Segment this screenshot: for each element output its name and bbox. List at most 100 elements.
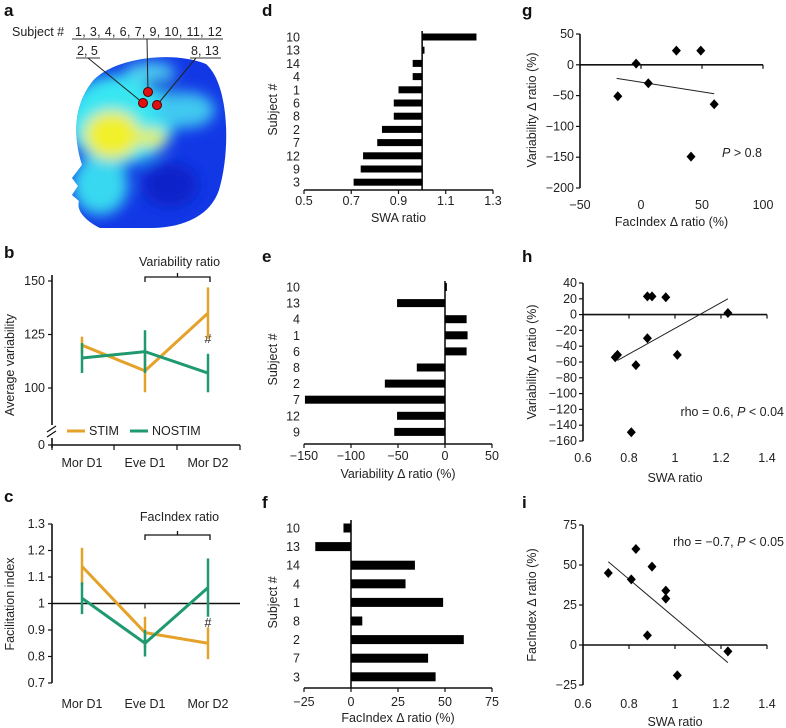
leader-line-center	[146, 38, 149, 93]
panel-d-bar-chart: d 0.5 0.7 0.9 1.1 1.3 Subject # 101314416827129…	[262, 1, 502, 225]
scalp-heatmap	[72, 57, 227, 228]
y-tick-label: 4	[293, 70, 300, 84]
panel-g-scatter: g −200 −150 −100 −50 0 50 −50 0 50 100 FacIndex Δ r…	[522, 1, 773, 229]
electrode-right	[152, 100, 162, 110]
panel-h-scatter: h −160 −140 −120−100 −80 −60 −40 −200 20 40 0.6 0.8…	[522, 247, 784, 485]
x-tick-label: Mor D1	[62, 697, 103, 711]
series-line	[81, 586, 209, 646]
subject-group-right: 8, 13	[191, 44, 219, 58]
bar-subject-8	[393, 112, 423, 120]
panel-label-c: c	[4, 487, 13, 506]
y-tick-label: 25	[563, 598, 577, 612]
y-tick-label: 1	[293, 596, 300, 610]
y-tick-label: 8	[293, 110, 300, 124]
y-tick-label: −160	[549, 434, 577, 448]
y-tick-label: 6	[293, 97, 300, 111]
bar-subject-1	[351, 597, 444, 607]
axis-break-icon	[46, 425, 57, 438]
x-tick-label: 100	[753, 198, 774, 212]
bar-subject-10	[445, 283, 447, 291]
y-tick-label: 1	[293, 83, 300, 97]
leader-line-right	[156, 57, 197, 106]
y-tick-label: 14	[286, 57, 300, 71]
y-tick-label: 7	[293, 136, 300, 150]
y-tick-label: 9	[293, 425, 300, 439]
x-tick-label: Eve D1	[125, 697, 166, 711]
y-tick-label: −80	[556, 371, 577, 385]
y-tick-label: 6	[293, 345, 300, 359]
x-tick-label: 1.2	[712, 451, 729, 465]
y-tick-label: 75	[563, 518, 577, 532]
data-point	[723, 308, 733, 319]
x-tick-label: 0.7	[343, 194, 360, 208]
y-tick-label: 2	[293, 633, 300, 647]
x-tick-label: 0	[348, 695, 355, 709]
bar-subject-7	[351, 653, 429, 663]
x-axis-label: SWA ratio	[371, 211, 426, 225]
y-tick-label: 0.7	[28, 676, 45, 690]
significance-marker: #	[205, 332, 212, 346]
y-tick-label: 2	[293, 123, 300, 137]
y-tick-label: 3	[293, 176, 300, 190]
panel-b-line-chart: b Average variability 0 100 125 150 Mor D1 Eve …	[3, 243, 241, 470]
y-tick-label: −25	[556, 678, 577, 692]
regression-line	[617, 298, 729, 361]
y-tick-label: −100	[549, 387, 577, 401]
bar-subject-13	[315, 542, 351, 552]
y-tick-label: 13	[286, 44, 300, 58]
x-tick-label: −25	[293, 695, 314, 709]
data-point	[686, 151, 696, 162]
bar-subject-7	[304, 395, 445, 404]
x-tick-label: Mor D2	[188, 456, 229, 470]
data-point	[661, 593, 671, 604]
y-axis-label: Subject #	[266, 333, 280, 385]
bar-subject-2	[351, 635, 464, 645]
panel-label-a: a	[4, 1, 14, 20]
data-point	[626, 574, 636, 585]
x-tick-label: 1.2	[712, 697, 729, 711]
y-tick-label: 1.2	[28, 544, 45, 558]
series-line	[81, 350, 209, 375]
x-axis-label: SWA ratio	[647, 471, 702, 485]
series-nostim	[80, 558, 210, 657]
data-point	[671, 45, 681, 56]
panel-label-b: b	[4, 243, 14, 262]
panel-label-i: i	[522, 493, 527, 512]
x-axis-label: Variability Δ ratio (%)	[340, 467, 455, 481]
bar-subject-9	[394, 427, 445, 436]
x-tick-label: −100	[337, 449, 365, 463]
data-point	[642, 630, 652, 641]
y-tick-label: 10	[286, 522, 300, 536]
bar-subject-7	[377, 139, 423, 147]
bar-subject-4	[351, 579, 406, 589]
y-tick-label: 50	[563, 558, 577, 572]
data-point	[631, 58, 641, 69]
y-tick-label: 7	[293, 652, 300, 666]
x-tick-label: 1.1	[437, 194, 454, 208]
y-tick-label: 50	[560, 27, 574, 41]
data-point	[631, 360, 641, 371]
x-tick-label: Mor D2	[188, 697, 229, 711]
y-tick-label: 12	[286, 409, 300, 423]
y-tick-label: 40	[563, 276, 577, 290]
x-tick-label: 0.5	[295, 194, 312, 208]
y-tick-label: 1.1	[28, 570, 45, 584]
y-tick-label: 0	[567, 58, 574, 72]
bar-subject-8	[416, 363, 445, 372]
y-tick-label: 1	[293, 329, 300, 343]
y-tick-label: 12	[286, 149, 300, 163]
y-tick-label: 8	[293, 615, 300, 629]
y-tick-label: 100	[24, 381, 45, 395]
y-tick-label: −50	[553, 89, 574, 103]
y-tick-label: 4	[293, 577, 300, 591]
y-axis-label: Average variability	[3, 313, 17, 416]
x-tick-label: 25	[391, 695, 405, 709]
bar-subject-9	[360, 165, 423, 173]
data-point	[672, 349, 682, 360]
subject-group-center: 1, 3, 4, 6, 7, 9, 10, 11, 12	[75, 25, 222, 39]
bracket-label: Variability ratio	[139, 255, 220, 269]
y-tick-label: −40	[556, 339, 577, 353]
x-tick-label: −50	[387, 449, 408, 463]
subject-prefix: Subject #	[12, 25, 64, 39]
